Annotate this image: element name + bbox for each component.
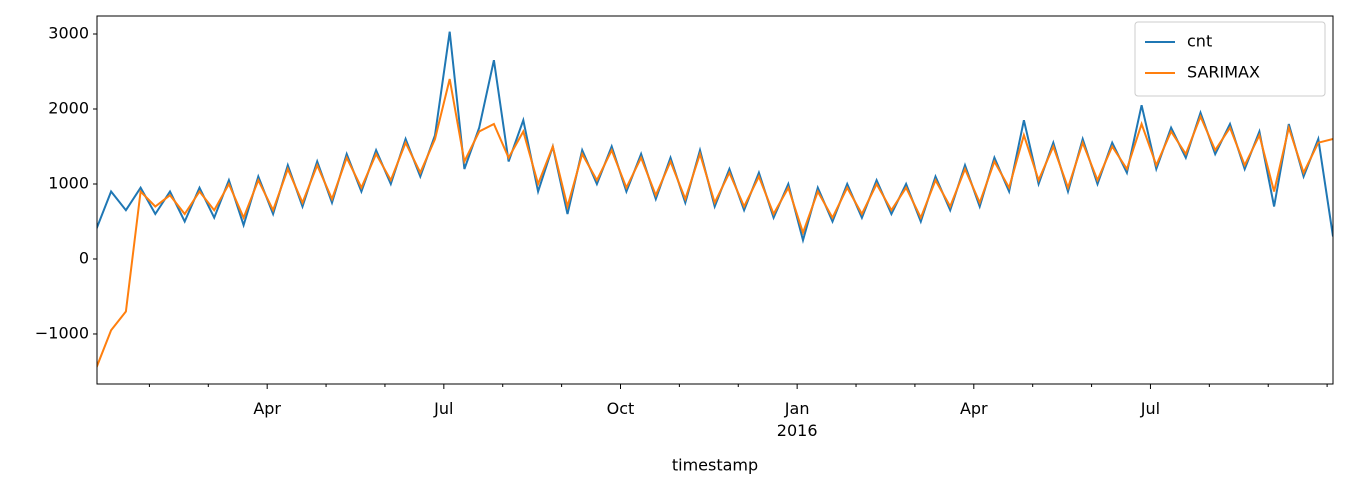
y-tick-label: 0 xyxy=(79,248,89,267)
y-tick-label: 1000 xyxy=(48,173,89,192)
x-tick-label: Apr xyxy=(959,399,988,418)
legend-label: cnt xyxy=(1187,32,1212,51)
legend-box xyxy=(1134,21,1326,97)
x-tick-label: Jan 2016 xyxy=(776,399,818,440)
legend-label: SARIMAX xyxy=(1187,63,1260,82)
series-line xyxy=(97,31,1333,245)
x-tick-label: Jul xyxy=(434,399,454,418)
y-tick-label: −1000 xyxy=(35,323,89,342)
x-axis-label: timestamp xyxy=(672,456,758,475)
series-line xyxy=(97,78,1333,369)
x-tick-label: Jul xyxy=(1140,399,1161,418)
y-tick-label: 2000 xyxy=(48,98,89,117)
y-tick-label: 3000 xyxy=(48,23,89,42)
x-tick-label: Apr xyxy=(253,399,282,418)
plot-frame xyxy=(96,15,1334,385)
x-tick-label: Oct xyxy=(606,399,635,418)
